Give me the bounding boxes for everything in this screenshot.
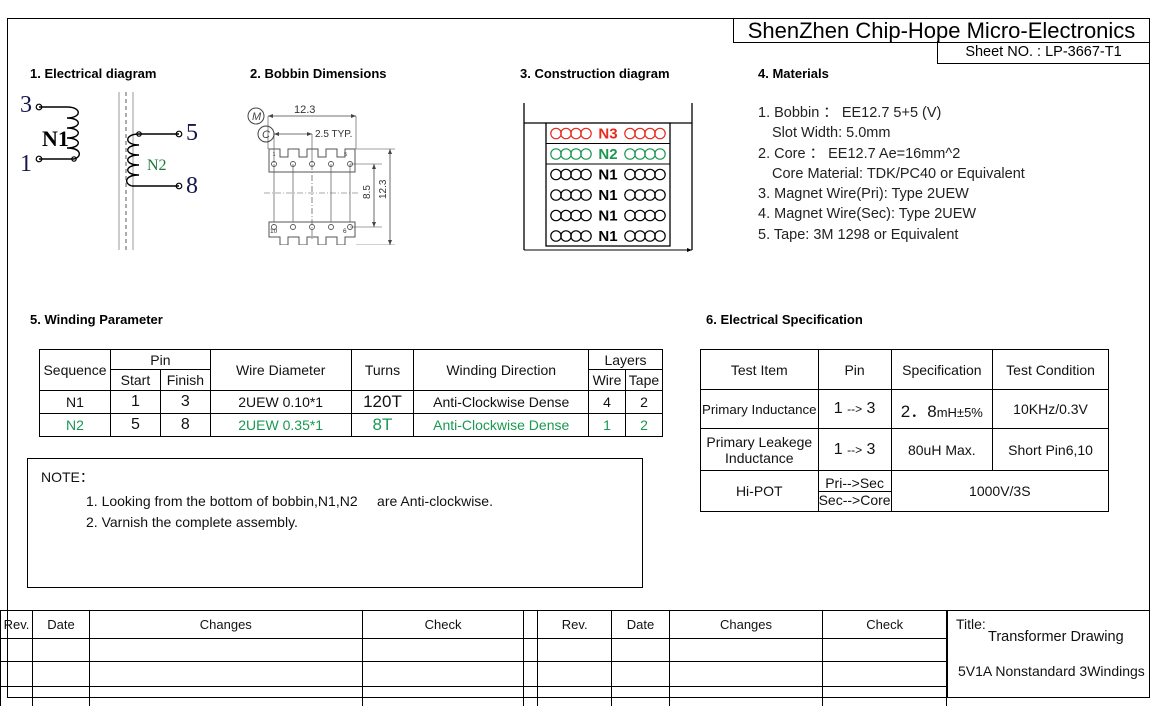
svg-text:12.3: 12.3 — [378, 179, 389, 199]
svg-text:N1: N1 — [598, 208, 617, 225]
svg-text:8: 8 — [186, 173, 198, 199]
svg-text:3: 3 — [20, 92, 32, 118]
svg-text:8.5: 8.5 — [362, 185, 373, 199]
svg-text:N1: N1 — [42, 126, 69, 151]
svg-text:5: 5 — [344, 152, 347, 158]
svg-text:N1: N1 — [598, 187, 617, 204]
svg-text:N2: N2 — [598, 146, 617, 163]
svg-text:N2: N2 — [147, 157, 167, 174]
svg-text:10: 10 — [270, 228, 278, 235]
svg-text:1: 1 — [20, 151, 32, 177]
svg-text:1: 1 — [273, 152, 276, 158]
svg-text:5: 5 — [186, 120, 198, 146]
svg-text:N1: N1 — [598, 167, 617, 184]
svg-text:M: M — [252, 111, 262, 123]
svg-text:N1: N1 — [598, 228, 617, 245]
svg-text:12.3: 12.3 — [294, 104, 315, 116]
svg-text:N3: N3 — [598, 126, 617, 143]
svg-text:6: 6 — [343, 228, 347, 235]
svg-text:2.5 TYP.: 2.5 TYP. — [315, 129, 352, 140]
svg-text:C: C — [262, 129, 270, 141]
